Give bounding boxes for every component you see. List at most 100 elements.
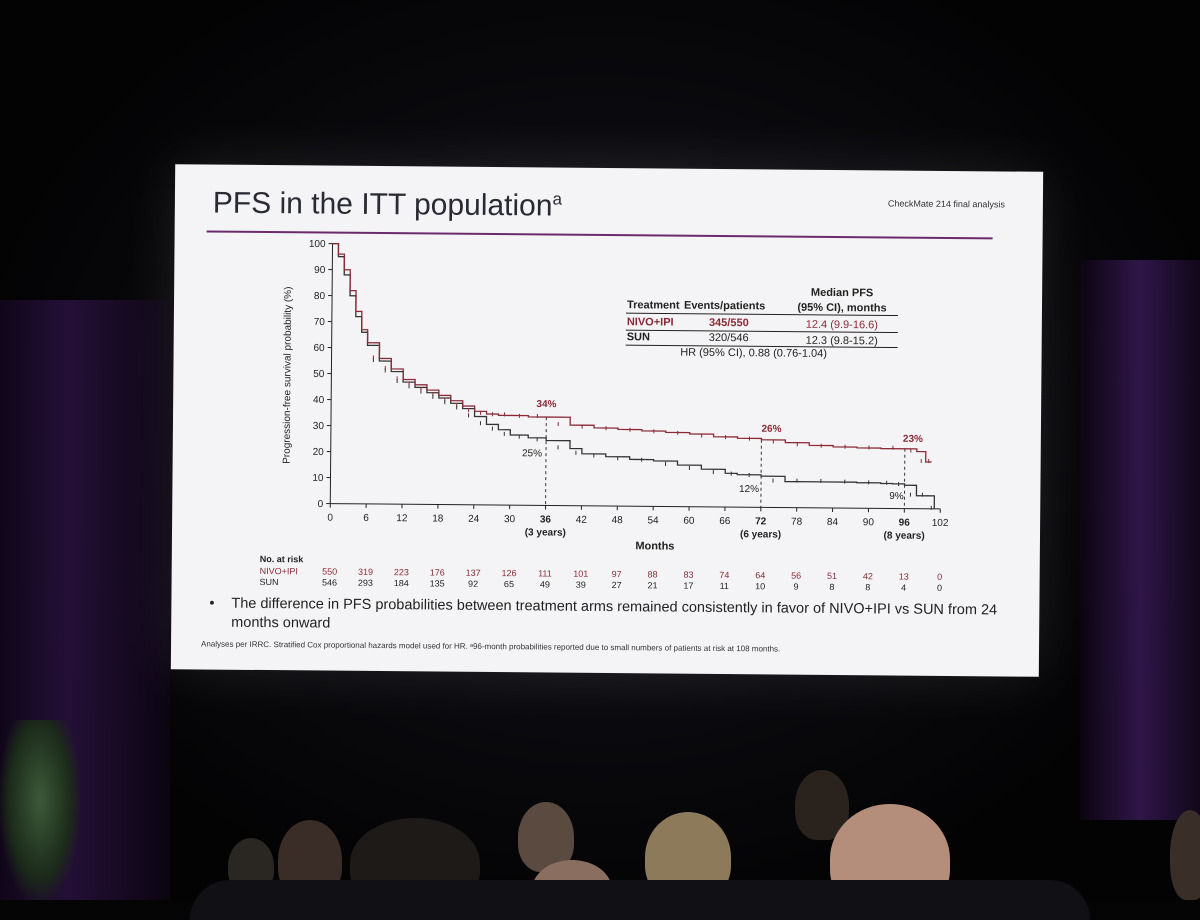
x-tick-label: 30	[504, 514, 516, 525]
at-risk-value-nivo: 550	[322, 567, 337, 577]
footnote: Analyses per IRRC. Stratified Cox propor…	[201, 639, 780, 653]
table-hr: HR (95% CI), 0.88 (0.76-1.04)	[680, 347, 827, 360]
at-risk-value-nivo: 176	[430, 567, 445, 577]
at-risk-row-label-sun: SUN	[260, 577, 279, 587]
at-risk-value-nivo: 137	[466, 568, 481, 578]
bullet-point: • The difference in PFS probabilities be…	[209, 595, 999, 640]
y-axis-label: Progression-free survival probability (%…	[282, 287, 295, 464]
at-risk-value-sun: 0	[937, 583, 942, 592]
at-risk-value-nivo: 42	[863, 571, 873, 581]
y-tick-label: 100	[309, 239, 326, 250]
x-tick-label: 54	[647, 515, 659, 526]
y-tick-label: 50	[313, 369, 325, 380]
slide: PFS in the ITT populationa CheckMate 214…	[171, 164, 1043, 677]
year-label: (3 years)	[525, 527, 566, 538]
at-risk-value-sun: 65	[504, 579, 514, 589]
nivo-annotation: 23%	[903, 434, 923, 445]
dashed-guide-line	[904, 449, 905, 509]
at-risk-row-label-nivo: NIVO+IPI	[260, 566, 298, 576]
table-header-treatment: Treatment	[627, 299, 680, 311]
x-tick-label: 48	[612, 515, 624, 526]
table-header-median-1: Median PFS	[811, 287, 873, 300]
sun-curve	[330, 244, 936, 509]
summary-table: Treatment Events/patients Median PFS (95…	[626, 285, 899, 360]
at-risk-value-sun: 10	[755, 581, 765, 591]
at-risk-value-nivo: 0	[937, 572, 942, 582]
at-risk-value-nivo: 83	[683, 570, 693, 580]
table-row-nivo-events: 345/550	[709, 317, 749, 329]
x-tick-label: 72	[755, 516, 767, 527]
sun-annotation: 9%	[889, 491, 904, 502]
y-tick-label: 20	[313, 447, 325, 458]
at-risk-value-nivo: 97	[612, 569, 622, 579]
table-row-sun-median: 12.3 (9.8-15.2)	[806, 335, 878, 348]
dashed-guide-line	[761, 440, 762, 508]
dashed-guide-line	[546, 417, 547, 505]
table-row-sun-events: 320/546	[709, 332, 749, 344]
table-header-median-2: (95% CI), months	[797, 302, 886, 315]
at-risk-value-sun: 135	[430, 578, 445, 588]
x-tick-label: 60	[683, 516, 695, 527]
at-risk-value-sun: 17	[683, 581, 693, 591]
nivo-annotation: 34%	[536, 399, 556, 410]
x-tick-label: 102	[932, 518, 949, 529]
y-tick-label: 30	[313, 421, 325, 432]
year-label: (8 years)	[884, 530, 925, 541]
at-risk-value-nivo: 64	[755, 570, 765, 580]
at-risk-value-nivo: 126	[502, 568, 517, 578]
table-header-events: Events/patients	[684, 300, 765, 313]
table-row-nivo-median: 12.4 (9.9-16.6)	[806, 319, 878, 332]
x-tick-label: 42	[576, 515, 588, 526]
table-row-sun-treatment: SUN	[627, 331, 650, 343]
y-tick-label: 70	[314, 317, 326, 328]
at-risk-value-nivo: 51	[827, 571, 837, 581]
at-risk-value-nivo: 13	[899, 572, 909, 582]
y-tick-label: 90	[314, 265, 326, 276]
nivo-ipi-curve	[331, 244, 934, 462]
at-risk-value-sun: 39	[576, 580, 586, 590]
at-risk-value-nivo: 223	[394, 567, 409, 577]
at-risk-value-sun: 546	[322, 578, 337, 588]
at-risk-value-sun: 293	[358, 578, 373, 588]
table-row-nivo-treatment: NIVO+IPI	[627, 316, 674, 328]
x-tick-label: 6	[363, 513, 369, 524]
at-risk-value-sun: 11	[720, 581, 729, 591]
at-risk-value-sun: 8	[865, 582, 870, 592]
at-risk-value-sun: 27	[612, 580, 622, 590]
at-risk-title: No. at risk	[260, 554, 305, 564]
year-label: (6 years)	[740, 529, 781, 540]
at-risk-value-nivo: 101	[573, 569, 588, 579]
bullet-dot: •	[209, 595, 214, 614]
x-tick-label: 24	[468, 514, 480, 525]
at-risk-value-sun: 8	[829, 582, 834, 592]
at-risk-value-nivo: 88	[648, 569, 658, 579]
at-risk-value-nivo: 111	[538, 568, 552, 578]
y-tick-label: 40	[313, 395, 325, 406]
y-tick-label: 10	[312, 473, 324, 484]
right-curtain	[1080, 260, 1200, 820]
bullet-text: The difference in PFS probabilities betw…	[231, 595, 999, 640]
y-tick-label: 80	[314, 291, 326, 302]
sun-annotation: 12%	[739, 484, 759, 495]
at-risk-value-nivo: 74	[719, 570, 729, 580]
x-tick-label: 36	[540, 514, 552, 525]
sun-annotation: 25%	[522, 448, 542, 459]
at-risk-value-nivo: 319	[358, 567, 373, 577]
at-risk-value-sun: 49	[540, 579, 550, 589]
x-tick-label: 66	[719, 516, 731, 527]
audience	[0, 760, 1200, 900]
y-tick-label: 60	[313, 343, 325, 354]
at-risk-value-sun: 184	[394, 578, 409, 588]
pfs-chart: Progression-free survival probability (%…	[172, 164, 1044, 592]
at-risk-value-sun: 92	[468, 579, 478, 589]
at-risk-value-sun: 21	[647, 580, 657, 590]
nivo-annotation: 26%	[761, 424, 781, 435]
y-tick-label: 0	[318, 499, 324, 510]
x-tick-label: 12	[396, 513, 408, 524]
x-tick-label: 84	[827, 517, 839, 528]
at-risk-value-sun: 4	[901, 583, 906, 592]
x-tick-label: 96	[899, 518, 911, 529]
x-tick-label: 0	[327, 513, 333, 524]
at-risk-value-nivo: 56	[791, 571, 801, 581]
